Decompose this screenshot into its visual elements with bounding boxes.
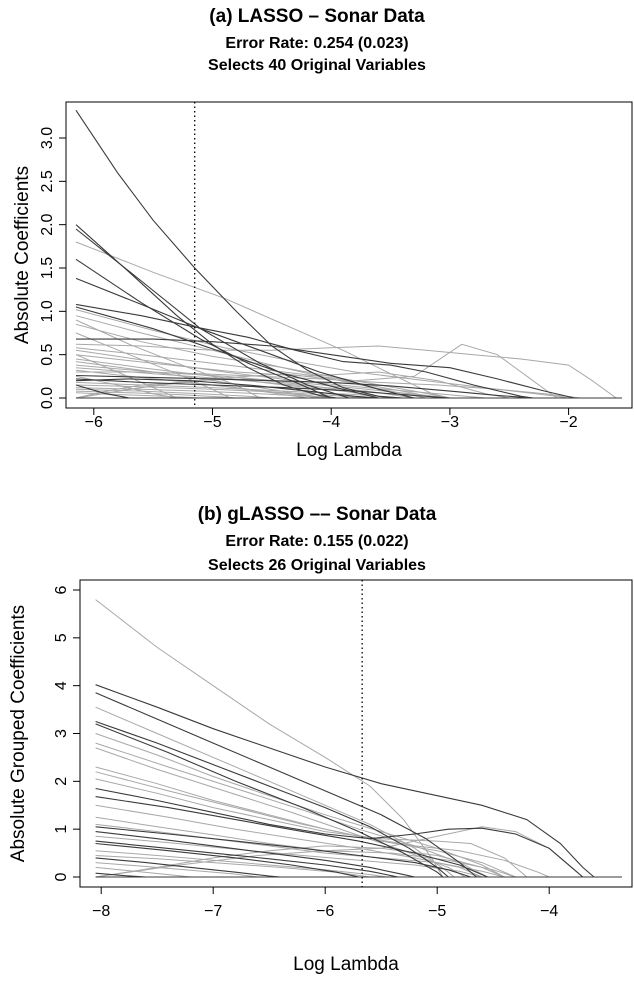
coefficient-path-line [75, 309, 569, 399]
x-axis-label: Log Lambda [296, 440, 402, 461]
coefficient-path-line [75, 315, 427, 399]
chart-title: (b) gLASSO –– Sonar Data [198, 504, 437, 525]
coefficient-path-line [95, 706, 455, 878]
x-tick-label: −4 [322, 414, 340, 431]
y-axis: 0 1 2 3 4 5 6 Absolute Grouped Coefficients [8, 585, 81, 881]
coefficient-path-line [75, 224, 338, 399]
chart-title: (a) LASSO – Sonar Data [209, 6, 425, 27]
x-axis-label: Log Lambda [293, 954, 399, 975]
coefficient-path-line [75, 319, 261, 399]
y-tick-label: 4 [53, 681, 70, 690]
x-axis: −8 −7 −6 −5 −4 Log Lambda [92, 886, 558, 975]
coefficient-path-line [95, 692, 477, 878]
coefficient-path-line [95, 857, 281, 878]
coefficient-path-line [75, 381, 308, 399]
coefficient-path-line [75, 109, 403, 399]
coefficient-path-line [95, 862, 259, 878]
coefficient-path-line [75, 277, 415, 399]
x-tick-label: −5 [428, 903, 446, 920]
coefficient-path-line [75, 378, 379, 399]
coefficient-path-line [95, 720, 449, 878]
y-tick-label: 6 [53, 585, 70, 594]
coefficient-path-line [95, 787, 584, 878]
coefficient-path-line [76, 338, 575, 399]
coefficient-path-line [95, 778, 528, 878]
y-tick-label: 1 [53, 825, 70, 834]
coefficient-path-line [95, 845, 505, 878]
coefficient-path-line [95, 684, 595, 878]
coefficient-path-line [75, 343, 617, 399]
y-tick-label: 2.0 [39, 213, 56, 235]
y-axis-label: Absolute Coefficients [12, 166, 33, 344]
coefficient-path-line [75, 349, 486, 399]
y-tick-label: 1.0 [39, 300, 56, 322]
coefficient-path-line [95, 850, 516, 878]
coefficient-path-line [95, 866, 191, 878]
chart-subtitle-selects: Selects 26 Original Variables [208, 557, 426, 574]
coefficient-path-line [95, 831, 415, 878]
coefficient-path-line [95, 842, 359, 878]
coefficient-path-line [75, 241, 451, 399]
coefficient-path-line [75, 323, 450, 399]
chart-subtitle-error-rate: Error Rate: 0.155 (0.022) [225, 533, 408, 550]
coefficient-path-line [75, 303, 534, 399]
coefficient-path-line [75, 258, 332, 399]
y-tick-label: 3.0 [39, 127, 56, 149]
chart-panel-a: (a) LASSO – Sonar Data Error Rate: 0.254 … [12, 6, 633, 461]
coefficient-path-line [95, 723, 444, 878]
y-tick-label: 5 [53, 633, 70, 642]
coefficient-path-line [75, 378, 450, 399]
y-axis: 0.0 0.5 1.0 1.5 2.0 2.5 3.0 Absolute Coefficien… [12, 127, 67, 409]
y-tick-label: 2 [53, 777, 70, 786]
chart-subtitle-selects: Selects 40 Original Variables [208, 57, 426, 74]
y-axis-label: Absolute Grouped Coefficients [8, 605, 29, 862]
series-group [75, 109, 622, 399]
coefficient-path-line [75, 375, 177, 399]
y-tick-label: 1.5 [39, 257, 56, 279]
chart-panel-b: (b) gLASSO –– Sonar Data Error Rate: 0.15… [8, 504, 633, 975]
series-group [95, 599, 622, 878]
x-tick-label: −7 [204, 903, 222, 920]
y-tick-label: 2.5 [39, 170, 56, 192]
y-tick-label: 3 [53, 729, 70, 738]
x-tick-label: −8 [92, 903, 110, 920]
coefficient-path-line [75, 374, 534, 399]
coefficient-path-line [75, 228, 350, 399]
y-tick-label: 0.5 [39, 343, 56, 365]
x-tick-label: −6 [85, 414, 103, 431]
y-tick-label: 0 [53, 872, 70, 881]
coefficient-path-line [95, 850, 387, 878]
coefficient-path-line [95, 796, 488, 878]
coefficient-path-line [75, 384, 130, 399]
coefficient-path-line [95, 826, 471, 878]
y-tick-label: 0.0 [39, 387, 56, 409]
coefficient-path-line [75, 354, 510, 399]
x-tick-label: −3 [441, 414, 459, 431]
x-tick-label: −2 [559, 414, 577, 431]
x-tick-label: −6 [316, 903, 334, 920]
x-tick-label: −4 [540, 903, 558, 920]
coefficient-path-line [75, 354, 178, 399]
coefficient-path-line [95, 840, 399, 878]
x-axis: −6 −5 −4 −3 −2 Log Lambda [85, 407, 578, 461]
coefficient-path-line [75, 332, 231, 399]
coefficient-path-line [75, 343, 557, 399]
coefficient-path-line [95, 599, 444, 878]
coefficient-path-line [95, 771, 550, 878]
coefficient-path-line [95, 733, 505, 878]
chart-subtitle-error-rate: Error Rate: 0.254 (0.023) [225, 35, 408, 52]
coefficient-path-line [95, 835, 483, 878]
coefficient-path-line [95, 747, 466, 878]
x-tick-label: −5 [203, 414, 221, 431]
